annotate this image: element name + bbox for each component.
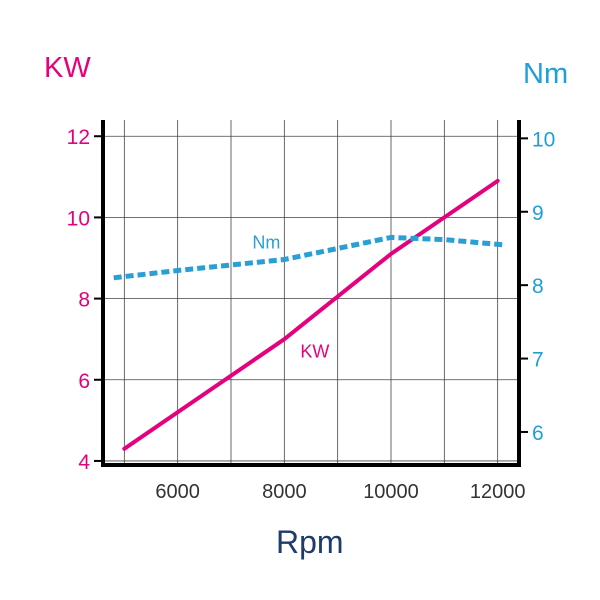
series-labels: KW Nm bbox=[252, 232, 329, 361]
x-tick-label: 6000 bbox=[155, 481, 200, 503]
x-tick-label: 8000 bbox=[262, 481, 307, 503]
left-tick-label: 8 bbox=[78, 289, 90, 312]
left-tick-label: 12 bbox=[67, 126, 90, 149]
kw-series-line bbox=[122, 178, 500, 451]
left-tick-label: 4 bbox=[78, 451, 90, 474]
right-tick-label: 8 bbox=[532, 275, 544, 298]
axes bbox=[94, 120, 528, 467]
right-tick-label: 6 bbox=[532, 422, 544, 445]
kw-series-label: KW bbox=[300, 341, 329, 361]
right-axis-unit-label: Nm bbox=[523, 58, 569, 90]
x-tick-label: 12000 bbox=[470, 481, 526, 503]
grid-lines bbox=[103, 120, 519, 465]
left-tick-label: 10 bbox=[67, 207, 90, 230]
x-axis-title: Rpm bbox=[276, 524, 344, 560]
right-tick-label: 9 bbox=[532, 202, 544, 225]
x-tick-label: 10000 bbox=[363, 481, 419, 503]
nm-series-line bbox=[113, 234, 504, 281]
left-axis-unit-label: KW bbox=[44, 52, 91, 84]
series-layer bbox=[113, 178, 504, 451]
tick-labels: 6000 8000 10000 12000 4 6 8 10 12 6 7 8 9 10 bbox=[67, 126, 556, 503]
nm-series-label: Nm bbox=[252, 232, 280, 252]
right-tick-label: 10 bbox=[532, 128, 555, 151]
right-tick-label: 7 bbox=[532, 349, 544, 372]
left-tick-label: 6 bbox=[78, 370, 90, 393]
